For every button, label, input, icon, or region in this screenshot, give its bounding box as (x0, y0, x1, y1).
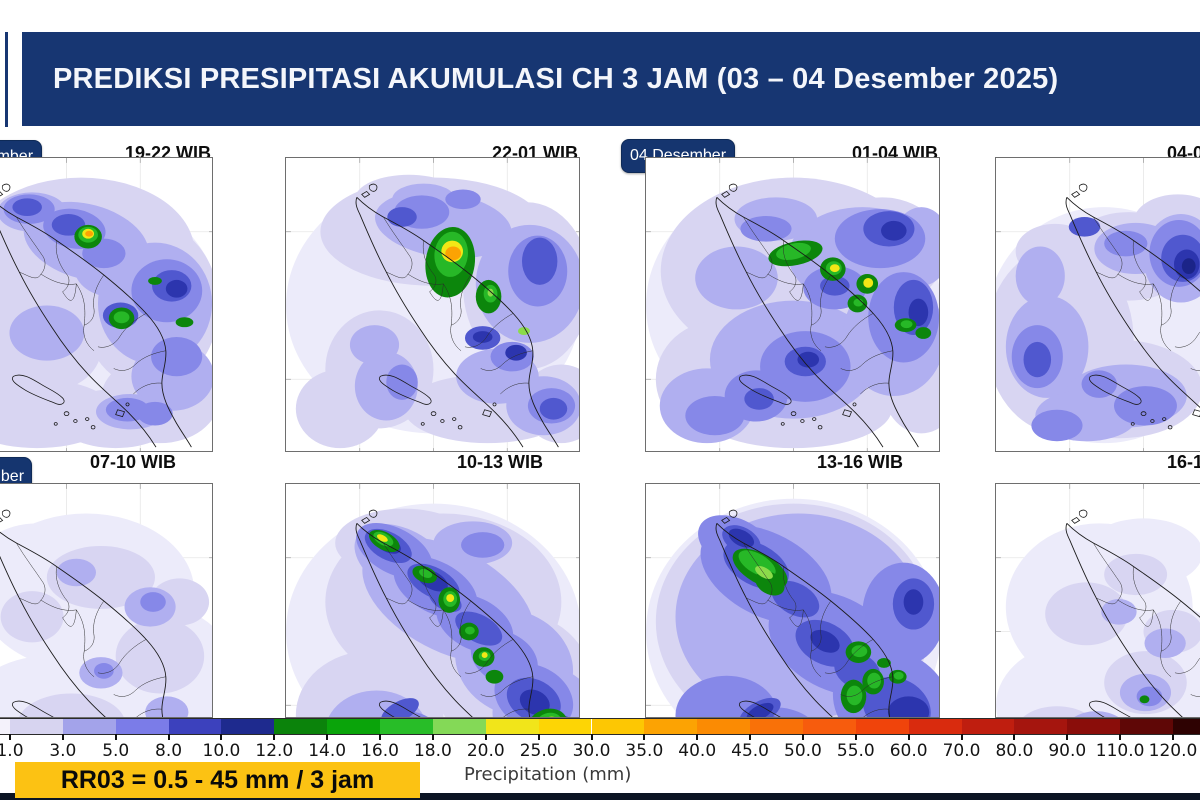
colorbar-tick-label: 10.0 (202, 741, 241, 761)
colorbar-tick-mark (1066, 734, 1069, 740)
colorbar-segment (908, 719, 962, 734)
colorbar-tick-label: 25.0 (519, 741, 558, 761)
colorbar-tick-label: 110.0 (1095, 741, 1145, 761)
colorbar-tick-label: 50.0 (784, 741, 822, 761)
colorbar-segment (380, 719, 433, 734)
colorbar-tick-label: 90.0 (1048, 741, 1087, 761)
precipitation-map (996, 158, 1200, 451)
colorbar-tick-label: 18.0 (413, 741, 452, 761)
colorbar-segment (485, 719, 539, 734)
colorbar-segment (432, 719, 486, 734)
colorbar-segment (855, 719, 909, 734)
colorbar-segment (168, 719, 222, 734)
colorbar-tick-mark (1119, 734, 1122, 740)
colorbar-tick-label: 20.0 (466, 741, 505, 761)
colorbar-tick-label: 3.0 (49, 741, 77, 761)
colorbar-segment (591, 719, 645, 734)
colorbar-tick-mark (960, 734, 963, 740)
slide-title-bar: PREDIKSI PRESIPITASI AKUMULASI CH 3 JAM … (22, 32, 1200, 126)
colorbar-tick-label: 8.0 (155, 741, 183, 761)
precipitation-map (0, 158, 212, 451)
precipitation-map (286, 484, 579, 717)
colorbar-tick-mark (484, 734, 487, 740)
colorbar-tick-mark (749, 734, 752, 740)
page-title: PREDIKSI PRESIPITASI AKUMULASI CH 3 JAM … (53, 62, 1059, 95)
colorbar-tick-mark (220, 734, 223, 740)
colorbar-tick-label: 80.0 (995, 741, 1034, 761)
map-panel-16-19-wib (995, 483, 1200, 718)
map-panel-04-07-wib (995, 157, 1200, 452)
colorbar-tick-mark (379, 734, 382, 740)
left-accent-bar (5, 32, 8, 127)
colorbar-tick-label: 16.0 (361, 741, 399, 761)
colorbar-segment (802, 719, 856, 734)
colorbar-segment (10, 719, 63, 734)
panel-title-10-13-wib: 10-13 WIB (456, 452, 544, 472)
colorbar-tick-label: 55.0 (836, 741, 875, 761)
panel-title-13-16-wib: 13-16 WIB (816, 452, 904, 472)
colorbar-segment (0, 719, 10, 734)
colorbar-segment (1014, 719, 1068, 734)
colorbar-tick-label: 30.0 (572, 741, 611, 761)
colorbar-segment (644, 719, 698, 734)
precipitation-map (286, 158, 579, 451)
colorbar-tick-mark (431, 734, 434, 740)
colorbar-tick-mark (61, 734, 64, 740)
colorbar-tick-mark (326, 734, 329, 740)
precipitation-map (646, 484, 939, 717)
precipitation-map (996, 484, 1200, 717)
colorbar-segment (1173, 719, 1200, 734)
colorbar-tick-mark (696, 734, 699, 740)
precipitation-colorbar (0, 718, 1200, 735)
colorbar-tick-mark (643, 734, 646, 740)
colorbar-tick-mark (801, 734, 804, 740)
colorbar-tick-mark (537, 734, 540, 740)
colorbar-tick-mark (1172, 734, 1174, 740)
colorbar-segment (327, 719, 381, 734)
colorbar-tick-mark (167, 734, 170, 740)
panel-title-16-19-wib: 16-19 WIB (1166, 452, 1200, 472)
colorbar-segment (62, 719, 116, 734)
colorbar-tick-label: 120.0 (1148, 741, 1198, 761)
map-panel-10-13-wib (285, 483, 580, 718)
map-panel-07-10-wib (0, 483, 213, 718)
colorbar-tick-label: 5.0 (102, 741, 130, 761)
colorbar-tick-mark (273, 734, 276, 740)
colorbar-segment (538, 719, 592, 734)
precipitation-map (0, 484, 212, 717)
colorbar-title: Precipitation (mm) (464, 764, 632, 785)
colorbar-segment (221, 719, 275, 734)
colorbar-tick-mark (9, 734, 11, 740)
colorbar-tick-mark (907, 734, 910, 740)
colorbar-tick-label: 70.0 (942, 741, 981, 761)
precipitation-map (646, 158, 939, 451)
colorbar-tick-label: 12.0 (255, 741, 294, 761)
colorbar-tick-label: 40.0 (678, 741, 717, 761)
colorbar-segment (697, 719, 751, 734)
colorbar-tick-label: 60.0 (889, 741, 928, 761)
colorbar-tick-mark (590, 734, 593, 740)
map-panel-13-16-wib (645, 483, 940, 718)
map-panel-19-22-wib (0, 157, 213, 452)
map-panel-01-04-wib (645, 157, 940, 452)
colorbar-tick-mark (854, 734, 857, 740)
colorbar-tick-mark (114, 734, 117, 740)
colorbar-tick-label: 45.0 (731, 741, 769, 761)
rr03-legend: RR03 = 0.5 - 45 mm / 3 jam (15, 762, 420, 798)
colorbar-segment (1067, 719, 1121, 734)
colorbar-tick-mark (1013, 734, 1016, 740)
bottom-border-strip (0, 793, 1200, 800)
map-panel-22-01-wib (285, 157, 580, 452)
colorbar-segment (115, 719, 169, 734)
panel-title-07-10-wib: 07-10 WIB (89, 452, 177, 472)
colorbar-segment (1120, 719, 1173, 734)
colorbar-segment (274, 719, 328, 734)
colorbar-segment (750, 719, 803, 734)
colorbar-tick-label: 1.0 (0, 741, 24, 761)
colorbar-tick-label: 35.0 (625, 741, 664, 761)
colorbar-tick-label: 14.0 (308, 741, 347, 761)
rr03-legend-text: RR03 = 0.5 - 45 mm / 3 jam (60, 765, 375, 794)
colorbar-segment (961, 719, 1015, 734)
